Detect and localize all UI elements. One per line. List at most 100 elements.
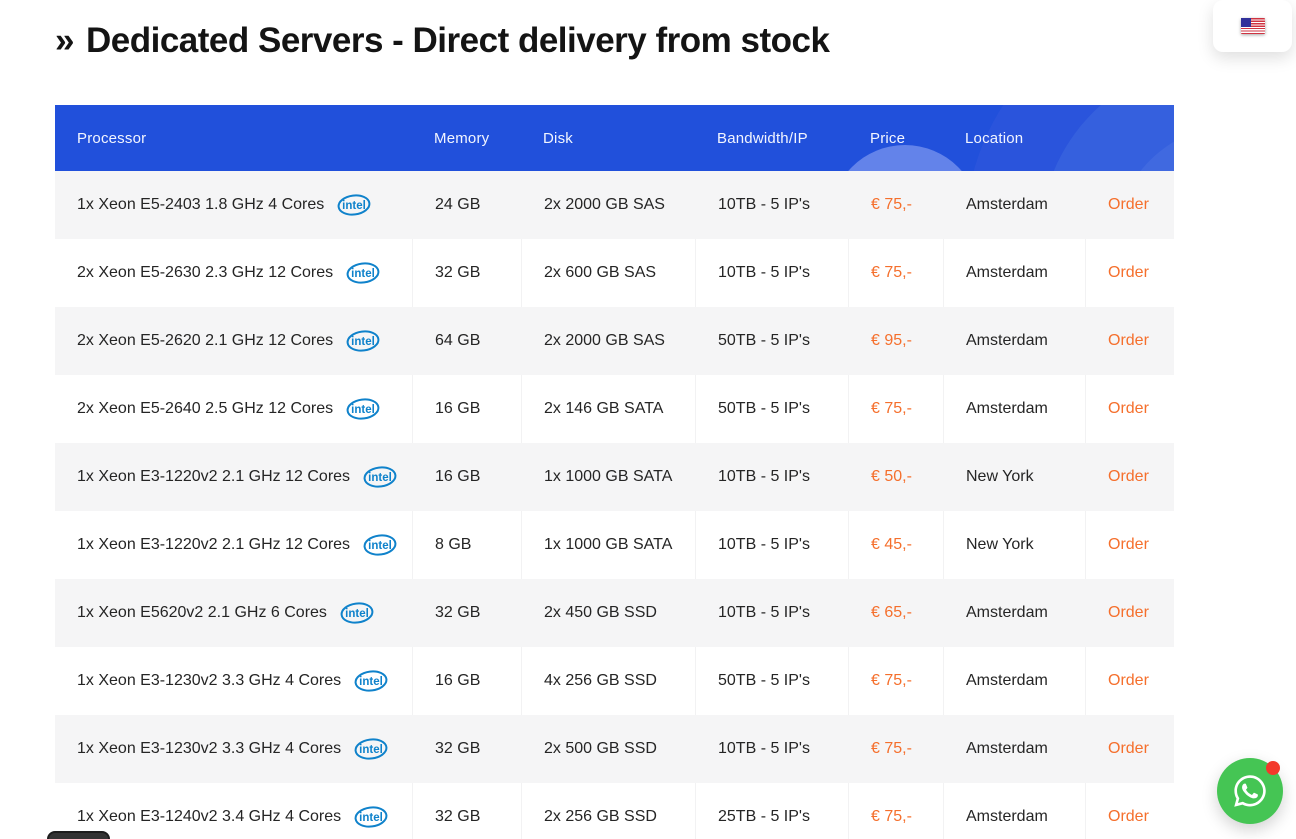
bandwidth-cell-text: 25TB - 5 IP's [718,808,810,825]
page-title-text: Dedicated Servers - Direct delivery from… [85,21,830,60]
order-link[interactable]: Order [1108,332,1149,349]
location-cell-text: Amsterdam [966,740,1048,757]
memory-cell-text: 16 GB [435,672,481,689]
disk-cell-text: 4x 256 GB SSD [544,672,657,689]
disk-cell: 2x 500 GB SSD [521,715,695,783]
chevron-marker-icon: » [55,21,74,60]
table-header: Processor Memory Disk Bandwidth/IP Price Loca… [55,105,1174,171]
table-row: 1x Xeon E5620v2 2.1 GHz 6 Cores intel 32 G… [55,579,1174,647]
order-link[interactable]: Order [1108,400,1149,417]
disk-cell: 2x 450 GB SSD [521,579,695,647]
location-cell: Amsterdam [943,647,1085,715]
intel-logo-icon: intel [363,534,397,556]
memory-cell: 16 GB [412,443,521,511]
memory-cell: 32 GB [412,239,521,307]
column-header: Processor [77,129,147,147]
table-row: 1x Xeon E3-1230v2 3.3 GHz 4 Cores intel 16… [55,647,1174,715]
table-row: 1x Xeon E3-1240v2 3.4 GHz 4 Cores intel 32… [55,783,1174,839]
location-cell: New York [943,511,1085,579]
order-link[interactable]: Order [1108,468,1149,485]
price-cell: € 45,- [848,511,943,579]
disk-cell: 1x 1000 GB SATA [521,443,695,511]
price-cell-text: € 65,- [871,604,912,621]
memory-cell-text: 8 GB [435,536,472,553]
location-cell: Amsterdam [943,783,1085,839]
bottom-left-partial-tab-button[interactable] [47,831,110,839]
memory-cell-text: 32 GB [435,808,481,825]
order-cell: Order [1085,579,1174,647]
processor-cell-text: 1x Xeon E3-1220v2 2.1 GHz 12 Cores [77,536,351,553]
bandwidth-cell: 50TB - 5 IP's [695,307,848,375]
location-cell-text: Amsterdam [966,332,1048,349]
svg-text:intel: intel [368,540,392,552]
disk-cell-text: 2x 146 GB SATA [544,400,664,417]
processor-cell: 1x Xeon E3-1230v2 3.3 GHz 4 Cores intel [55,715,412,783]
processor-cell-text: 1x Xeon E5-2403 1.8 GHz 4 Cores [77,196,325,213]
table-row: 2x Xeon E5-2640 2.5 GHz 12 Cores intel 16 … [55,375,1174,443]
processor-cell: 2x Xeon E5-2640 2.5 GHz 12 Cores intel [55,375,412,443]
order-link[interactable]: Order [1108,808,1149,825]
intel-logo-icon: intel [340,602,374,624]
processor-cell: 2x Xeon E5-2630 2.3 GHz 12 Cores intel [55,239,412,307]
bandwidth-cell: 50TB - 5 IP's [695,647,848,715]
order-link[interactable]: Order [1108,672,1149,689]
intel-logo-icon: intel [346,330,380,352]
memory-cell: 16 GB [412,647,521,715]
memory-cell-text: 32 GB [435,604,481,621]
location-cell-text: New York [966,468,1034,485]
processor-cell: 1x Xeon E3-1240v2 3.4 GHz 4 Cores intel [55,783,412,839]
location-cell-text: Amsterdam [966,604,1048,621]
price-cell: € 75,- [848,783,943,839]
order-cell: Order [1085,443,1174,511]
memory-cell: 8 GB [412,511,521,579]
location-cell-text: Amsterdam [966,808,1048,825]
svg-text:intel: intel [351,404,375,416]
location-cell-text: Amsterdam [966,196,1048,213]
order-cell: Order [1085,375,1174,443]
bandwidth-cell-text: 50TB - 5 IP's [718,672,810,689]
language-switcher[interactable] [1213,0,1292,52]
order-cell: Order [1085,783,1174,839]
bandwidth-cell: 25TB - 5 IP's [695,783,848,839]
order-link[interactable]: Order [1108,604,1149,621]
servers-table: Processor Memory Disk Bandwidth/IP Price Loca… [55,105,1174,839]
processor-cell-text: 2x Xeon E5-2620 2.1 GHz 12 Cores [77,332,334,349]
bandwidth-cell: 10TB - 5 IP's [695,443,848,511]
disk-cell: 2x 2000 GB SAS [521,171,695,239]
price-cell-text: € 95,- [871,332,912,349]
disk-cell-text: 2x 256 GB SSD [544,808,657,825]
location-cell: Amsterdam [943,239,1085,307]
order-link[interactable]: Order [1108,196,1149,213]
us-flag-canton [1240,18,1251,27]
order-link[interactable]: Order [1108,740,1149,757]
table-row: 2x Xeon E5-2620 2.1 GHz 12 Cores intel 64 … [55,307,1174,375]
order-link[interactable]: Order [1108,264,1149,281]
intel-logo-icon: intel [354,670,388,692]
bandwidth-cell-text: 10TB - 5 IP's [718,604,810,621]
table-row: 1x Xeon E3-1220v2 2.1 GHz 12 Cores intel 1… [55,443,1174,511]
memory-cell: 32 GB [412,579,521,647]
table-row: 2x Xeon E5-2630 2.3 GHz 12 Cores intel 32 … [55,239,1174,307]
memory-cell-text: 32 GB [435,740,481,757]
location-cell: Amsterdam [943,171,1085,239]
bandwidth-cell-text: 10TB - 5 IP's [718,468,810,485]
column-header: Bandwidth/IP [717,129,808,147]
processor-cell-text: 1x Xeon E3-1230v2 3.3 GHz 4 Cores [77,672,342,689]
price-cell: € 75,- [848,171,943,239]
svg-text:intel: intel [359,676,383,688]
location-cell: Amsterdam [943,307,1085,375]
whatsapp-icon [1234,775,1266,807]
location-cell-text: Amsterdam [966,672,1048,689]
page-title: » Dedicated Servers - Direct delivery fro… [55,21,830,61]
processor-cell: 1x Xeon E5620v2 2.1 GHz 6 Cores intel [55,579,412,647]
order-link[interactable]: Order [1108,536,1149,553]
disk-cell-text: 2x 450 GB SSD [544,604,657,621]
price-cell: € 95,- [848,307,943,375]
processor-cell: 1x Xeon E5-2403 1.8 GHz 4 Cores intel [55,171,412,239]
processor-cell-text: 1x Xeon E3-1220v2 2.1 GHz 12 Cores [77,468,351,485]
price-cell: € 75,- [848,239,943,307]
price-cell-text: € 75,- [871,672,912,689]
svg-text:intel: intel [351,268,375,280]
memory-cell-text: 16 GB [435,468,481,485]
price-cell-text: € 75,- [871,808,912,825]
